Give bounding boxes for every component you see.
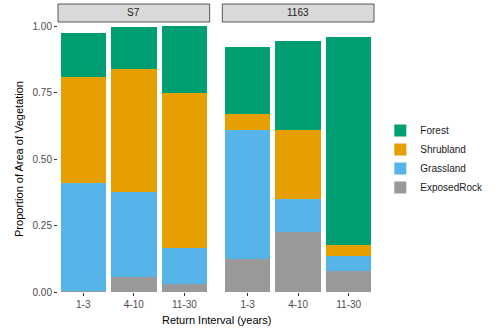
svg-text:Forest: Forest bbox=[420, 125, 449, 136]
svg-text:1.00: 1.00 bbox=[33, 21, 53, 32]
svg-text:1163: 1163 bbox=[287, 7, 309, 18]
svg-text:Return Interval (years): Return Interval (years) bbox=[162, 314, 271, 326]
svg-text:0.50: 0.50 bbox=[33, 154, 53, 165]
svg-text:0.00: 0.00 bbox=[33, 287, 53, 298]
svg-text:11-30: 11-30 bbox=[172, 299, 197, 310]
svg-text:ExposedRock: ExposedRock bbox=[420, 182, 483, 193]
svg-text:11-30: 11-30 bbox=[336, 299, 361, 310]
svg-text:Proportion of Area of Vegetati: Proportion of Area of Vegetation bbox=[13, 81, 25, 237]
svg-text:4-10: 4-10 bbox=[288, 299, 308, 310]
svg-text:S7: S7 bbox=[127, 7, 140, 18]
svg-text:4-10: 4-10 bbox=[124, 299, 144, 310]
svg-text:0.25: 0.25 bbox=[33, 220, 53, 231]
svg-text:Grassland: Grassland bbox=[420, 163, 466, 174]
svg-text:0.75: 0.75 bbox=[33, 87, 53, 98]
svg-text:1-3: 1-3 bbox=[76, 299, 91, 310]
svg-text:1-3: 1-3 bbox=[240, 299, 255, 310]
svg-text:Shrubland: Shrubland bbox=[420, 144, 466, 155]
